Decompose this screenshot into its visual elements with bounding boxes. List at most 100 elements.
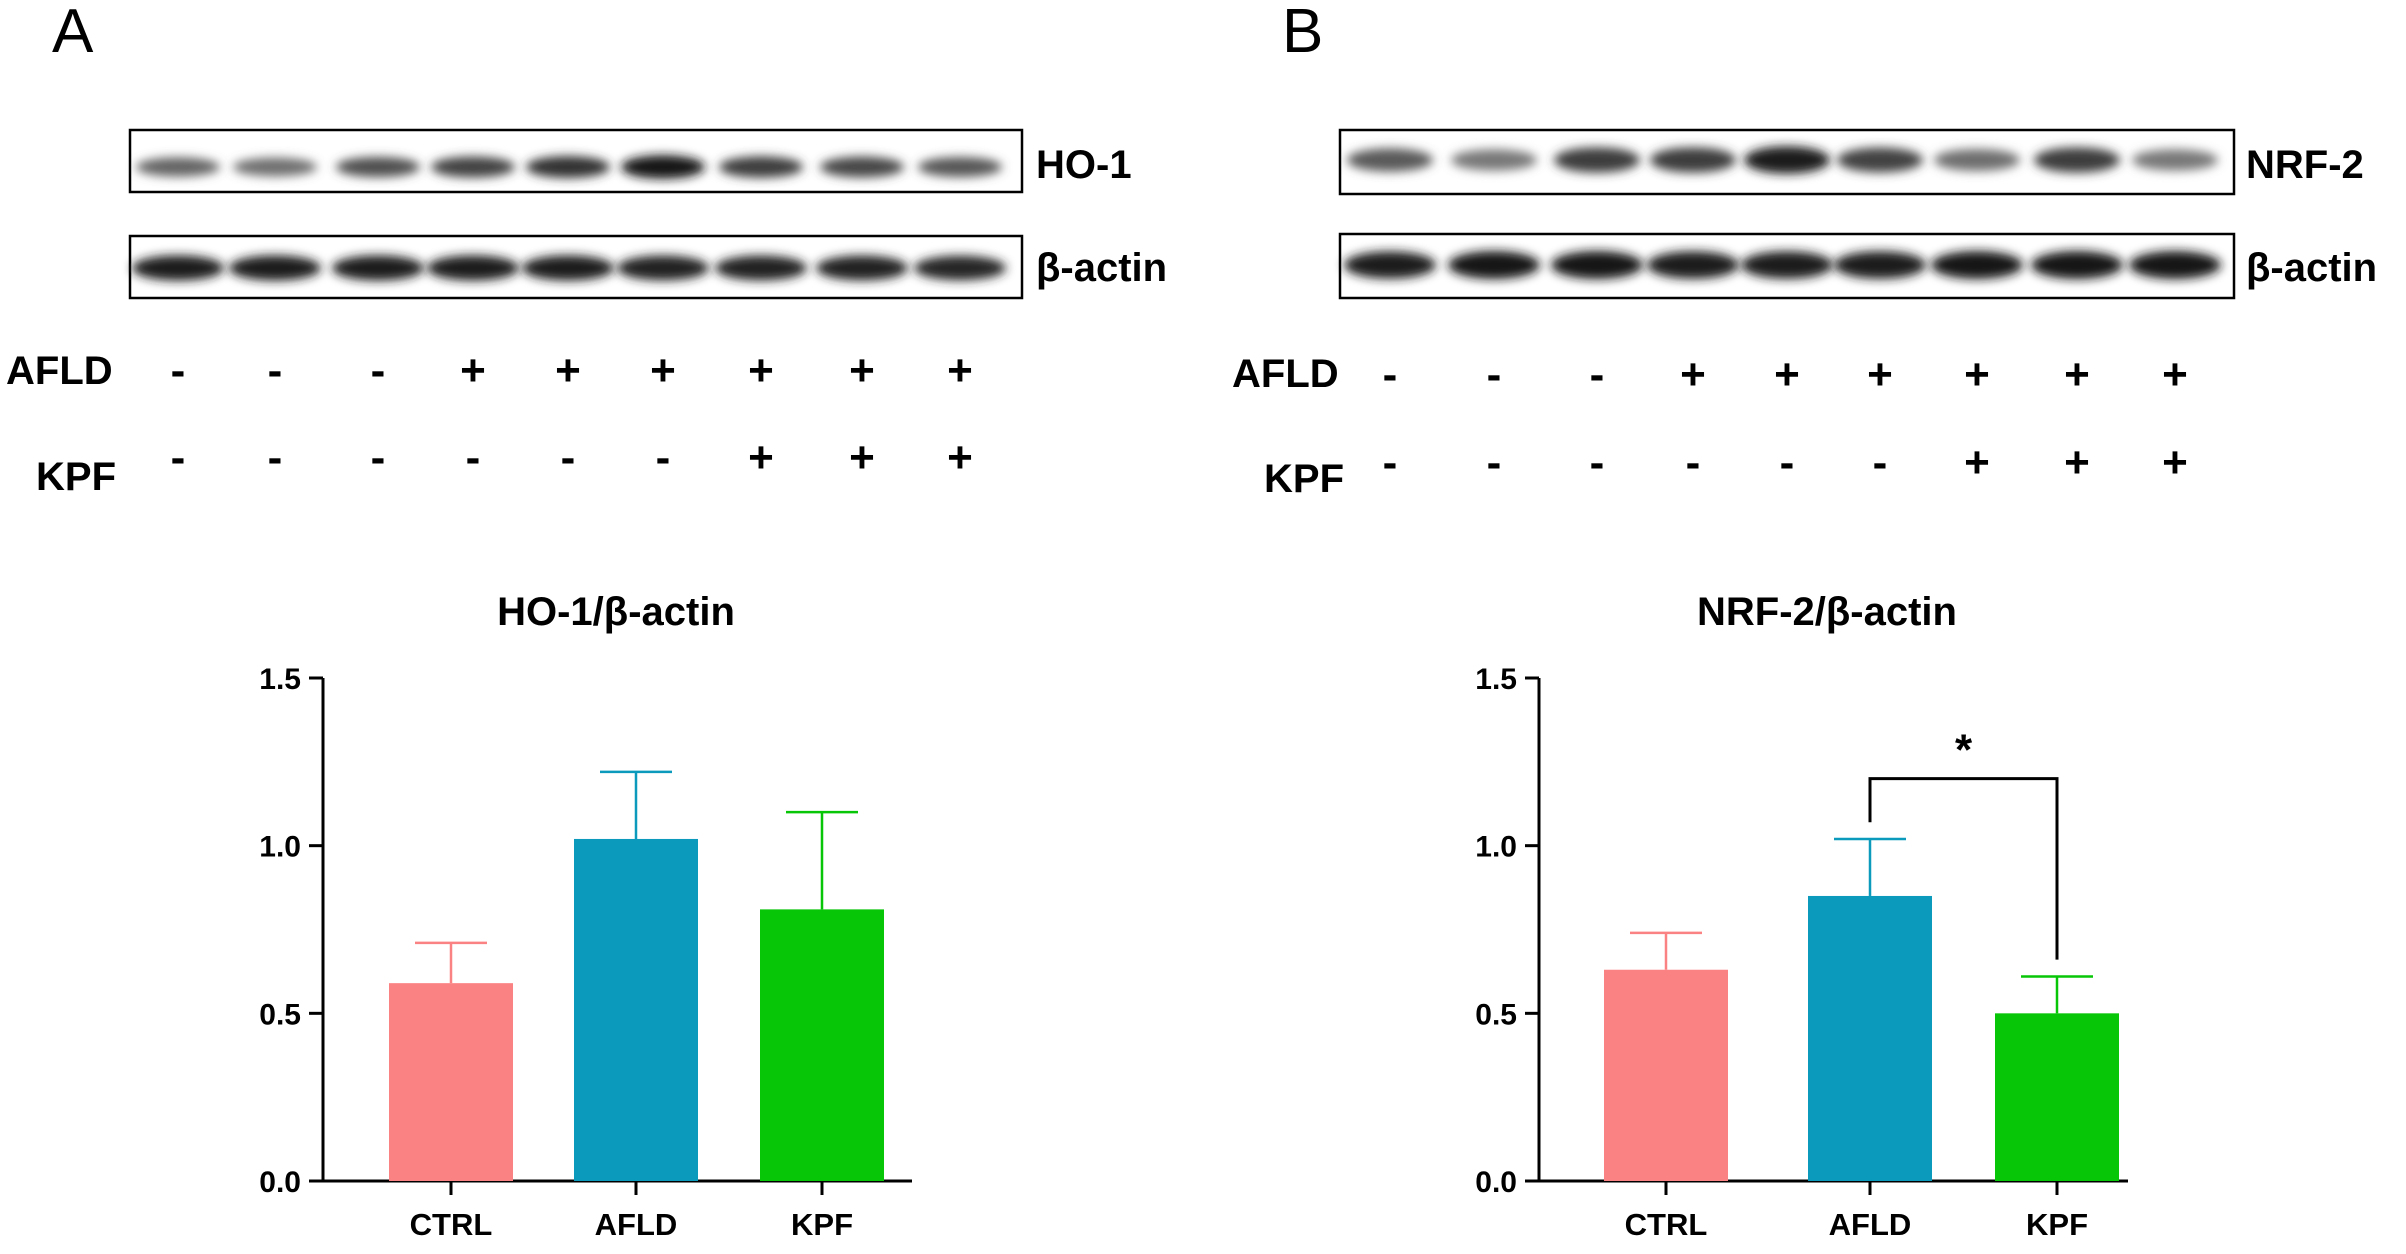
sign-b-afld-5: + bbox=[1774, 350, 1800, 399]
sign-b-afld-4: + bbox=[1680, 350, 1706, 399]
target-band-a-1 bbox=[136, 157, 220, 177]
sign-a-afld-9: + bbox=[947, 346, 973, 395]
y-tick-label-a-1: 0.5 bbox=[259, 998, 301, 1031]
sign-b-afld-7: + bbox=[1964, 350, 1990, 399]
sign-a-afld-6: + bbox=[650, 346, 676, 395]
y-tick-label-b-0: 0.0 bbox=[1475, 1166, 1517, 1199]
sign-b-kpf-8: + bbox=[2064, 438, 2090, 487]
sign-b-afld-2: - bbox=[1487, 350, 1502, 399]
bar-chart-a: HO-1/β-actin 0.0 0.5 1.0 1.5 CTRL AFLD KPF bbox=[259, 590, 912, 1242]
target-band-b-7 bbox=[1934, 148, 2020, 172]
treatment-label-kpf-b: KPF bbox=[1264, 457, 1344, 501]
target-band-a-3 bbox=[336, 156, 420, 178]
sign-b-afld-1: - bbox=[1383, 350, 1398, 399]
y-tick-label-a-0: 0.0 bbox=[259, 1166, 301, 1199]
target-blot-label-b: NRF-2 bbox=[2246, 143, 2364, 187]
category-label-a-afld: AFLD bbox=[595, 1207, 678, 1242]
sign-a-kpf-8: + bbox=[849, 433, 875, 482]
control-band-a-6 bbox=[617, 255, 709, 281]
treatment-label-afld-a: AFLD bbox=[6, 349, 113, 393]
sign-b-kpf-1: - bbox=[1383, 438, 1398, 487]
treatment-label-kpf-a: KPF bbox=[36, 455, 116, 499]
sign-a-kpf-7: + bbox=[748, 433, 774, 482]
target-bands-b bbox=[1347, 146, 2218, 174]
category-label-a-kpf: KPF bbox=[791, 1207, 853, 1242]
control-band-b-9 bbox=[2129, 251, 2221, 279]
control-band-b-3 bbox=[1551, 251, 1643, 279]
control-blot-b: β-actin bbox=[1338, 232, 2377, 300]
bar-a-ctrl bbox=[389, 983, 513, 1181]
panel-a: A HO-1 β-actin AFLD KPF - - - + + + + + + - - - - - - +… bbox=[6, 0, 1167, 499]
control-band-a-2 bbox=[229, 255, 321, 281]
panel-b: B NRF-2 β-actin AFLD KPF - - - + + + + + +- - - - - -… bbox=[1232, 0, 2377, 501]
panel-letter-b: B bbox=[1282, 0, 1323, 66]
control-band-a-8 bbox=[816, 255, 908, 281]
target-blot-label-a: HO-1 bbox=[1036, 143, 1132, 187]
sign-a-afld-7: + bbox=[748, 346, 774, 395]
treatment-signs-a: - - - + + + + + + - - - - - - + + + bbox=[171, 346, 973, 482]
bar-chart-b: NRF-2/β-actin 0.0 0.5 1.0 1.5 CTRL AFLD KPF * bbox=[1475, 590, 2128, 1242]
control-blot-a: β-actin bbox=[128, 234, 1167, 300]
target-band-a-2 bbox=[233, 157, 317, 177]
target-band-a-9 bbox=[918, 156, 1002, 178]
bar-a-kpf bbox=[760, 909, 884, 1181]
target-band-a-7 bbox=[719, 156, 803, 178]
y-tick-label-a-3: 1.5 bbox=[259, 663, 301, 696]
sign-b-kpf-9: + bbox=[2162, 438, 2188, 487]
sign-a-kpf-3: - bbox=[371, 433, 386, 482]
chart-title-a: HO-1/β-actin bbox=[497, 590, 735, 634]
target-band-a-6 bbox=[621, 155, 705, 179]
blot-b: NRF-2 β-actin bbox=[1338, 128, 2377, 300]
control-band-b-1 bbox=[1344, 251, 1436, 279]
control-blot-label-a: β-actin bbox=[1036, 246, 1167, 290]
target-band-b-1 bbox=[1347, 148, 1433, 172]
control-band-b-4 bbox=[1647, 251, 1739, 279]
control-band-a-7 bbox=[715, 255, 807, 281]
control-band-a-1 bbox=[132, 255, 224, 281]
sign-a-kpf-4: - bbox=[466, 433, 481, 482]
category-label-b-ctrl: CTRL bbox=[1625, 1207, 1708, 1242]
target-blot-b: NRF-2 bbox=[1338, 128, 2364, 196]
bar-a-afld bbox=[574, 838, 698, 1181]
sign-b-kpf-7: + bbox=[1964, 438, 1990, 487]
control-band-a-4 bbox=[427, 255, 519, 281]
sign-a-kpf-5: - bbox=[561, 433, 576, 482]
control-band-b-5 bbox=[1741, 251, 1833, 279]
category-label-a-ctrl: CTRL bbox=[410, 1207, 493, 1242]
sign-b-afld-9: + bbox=[2162, 350, 2188, 399]
category-label-b-kpf: KPF bbox=[2026, 1207, 2088, 1242]
target-band-b-2 bbox=[1451, 149, 1537, 171]
blot-a: HO-1 β-actin bbox=[128, 128, 1167, 300]
control-band-b-6 bbox=[1834, 251, 1926, 279]
panel-letter-a: A bbox=[52, 0, 94, 66]
chart-title-b: NRF-2/β-actin bbox=[1697, 590, 1957, 634]
control-bands-b bbox=[1344, 251, 2221, 279]
sign-b-kpf-2: - bbox=[1487, 438, 1502, 487]
sign-a-kpf-2: - bbox=[268, 433, 283, 482]
sign-a-afld-3: - bbox=[371, 346, 386, 395]
target-band-b-3 bbox=[1554, 147, 1640, 173]
sign-a-kpf-1: - bbox=[171, 433, 186, 482]
treatment-label-afld-b: AFLD bbox=[1232, 352, 1339, 396]
target-band-a-4 bbox=[431, 156, 515, 178]
sign-a-afld-5: + bbox=[555, 346, 581, 395]
sign-b-afld-3: - bbox=[1590, 350, 1605, 399]
y-tick-label-a-2: 1.0 bbox=[259, 831, 301, 864]
target-band-a-8 bbox=[820, 156, 904, 178]
target-band-b-6 bbox=[1837, 147, 1923, 173]
significance-label-b-0: * bbox=[1955, 726, 1973, 775]
control-band-b-7 bbox=[1931, 251, 2023, 279]
control-bands-a bbox=[132, 255, 1006, 281]
y-tick-label-b-2: 1.0 bbox=[1475, 831, 1517, 864]
control-band-b-8 bbox=[2031, 251, 2123, 279]
sign-b-kpf-4: - bbox=[1686, 438, 1701, 487]
target-band-b-8 bbox=[2034, 147, 2120, 173]
sign-b-afld-8: + bbox=[2064, 350, 2090, 399]
target-band-a-5 bbox=[526, 156, 610, 178]
treatment-grid-b: AFLD KPF - - - + + + + + + - - - - - - + + + bbox=[1232, 350, 2188, 501]
sign-a-afld-2: - bbox=[268, 346, 283, 395]
target-band-b-9 bbox=[2132, 149, 2218, 171]
sign-a-afld-8: + bbox=[849, 346, 875, 395]
target-blot-a: HO-1 bbox=[128, 128, 1132, 194]
